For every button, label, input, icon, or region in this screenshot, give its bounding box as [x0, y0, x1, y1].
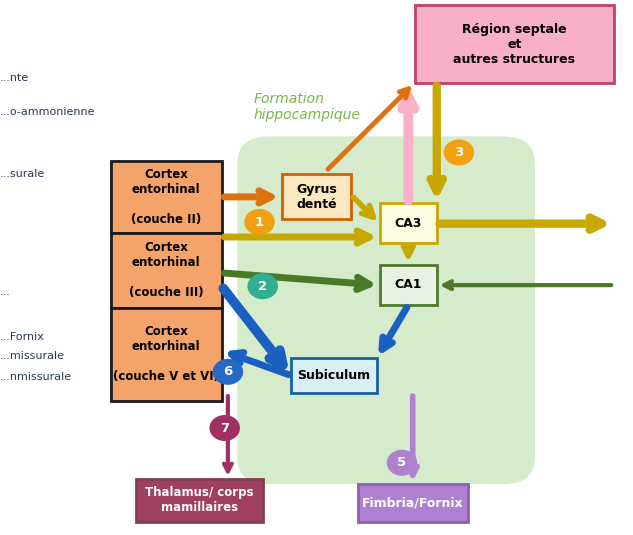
Text: ...nte: ...nte — [0, 73, 29, 82]
FancyBboxPatch shape — [111, 233, 222, 308]
FancyBboxPatch shape — [291, 358, 377, 393]
Text: Cortex
entorhinal

(couche III): Cortex entorhinal (couche III) — [129, 241, 203, 299]
Text: Gyrus
denté: Gyrus denté — [296, 182, 337, 211]
Text: Région septale
et
autres structures: Région septale et autres structures — [453, 22, 575, 66]
Text: 7: 7 — [220, 422, 229, 434]
Text: ...nmissurale: ...nmissurale — [0, 372, 72, 382]
FancyBboxPatch shape — [380, 203, 437, 243]
Text: CA1: CA1 — [394, 278, 422, 292]
FancyBboxPatch shape — [282, 174, 351, 219]
Text: Subiculum: Subiculum — [298, 369, 370, 383]
FancyBboxPatch shape — [111, 308, 222, 401]
Text: ...missurale: ...missurale — [0, 351, 65, 361]
FancyBboxPatch shape — [237, 136, 535, 484]
FancyBboxPatch shape — [380, 265, 437, 305]
FancyBboxPatch shape — [415, 5, 614, 83]
Text: 5: 5 — [398, 456, 406, 469]
Text: Thalamus/ corps
mamillaires: Thalamus/ corps mamillaires — [145, 486, 254, 514]
Text: ...: ... — [0, 287, 11, 296]
FancyBboxPatch shape — [111, 160, 222, 233]
Circle shape — [213, 360, 242, 384]
Text: Fimbria/Fornix: Fimbria/Fornix — [362, 496, 464, 509]
Text: 1: 1 — [255, 216, 264, 228]
Circle shape — [248, 274, 277, 299]
Text: ...Fornix: ...Fornix — [0, 332, 45, 342]
Text: CA3: CA3 — [394, 217, 422, 230]
Text: Formation
hippocampique: Formation hippocampique — [253, 92, 360, 122]
Circle shape — [245, 210, 274, 234]
FancyBboxPatch shape — [358, 484, 468, 522]
Text: Cortex
entorhinal

(couche II): Cortex entorhinal (couche II) — [131, 167, 201, 226]
Circle shape — [387, 450, 417, 475]
Text: Cortex
entorhinal

(couche V et VI): Cortex entorhinal (couche V et VI) — [113, 325, 219, 384]
Circle shape — [444, 140, 473, 165]
Circle shape — [210, 416, 239, 440]
Text: 3: 3 — [454, 146, 463, 159]
Text: ...surale: ...surale — [0, 169, 45, 179]
FancyBboxPatch shape — [136, 479, 263, 522]
Text: 2: 2 — [258, 280, 267, 293]
Text: 6: 6 — [223, 365, 232, 378]
Text: ...o-ammonienne: ...o-ammonienne — [0, 108, 96, 117]
